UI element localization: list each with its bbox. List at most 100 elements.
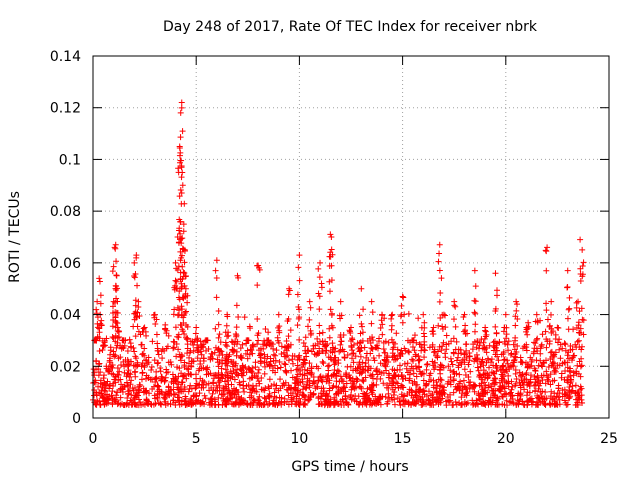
roti-point bbox=[144, 400, 151, 407]
roti-point bbox=[310, 342, 317, 349]
x-tick-label: 15 bbox=[394, 431, 412, 447]
roti-point bbox=[558, 374, 565, 381]
roti-point bbox=[543, 395, 550, 402]
roti-point bbox=[124, 362, 131, 369]
roti-point bbox=[543, 300, 550, 307]
roti-point bbox=[187, 362, 194, 369]
roti-point bbox=[508, 350, 515, 357]
roti-point bbox=[131, 401, 138, 408]
roti-point bbox=[222, 366, 229, 373]
roti-point bbox=[249, 342, 256, 349]
roti-point bbox=[523, 328, 530, 335]
roti-peak-point bbox=[436, 241, 443, 248]
chart-title: Day 248 of 2017, Rate Of TEC Index for r… bbox=[163, 19, 538, 35]
roti-point bbox=[466, 353, 473, 360]
roti-point bbox=[178, 351, 185, 358]
roti-point bbox=[363, 401, 370, 408]
roti-point bbox=[476, 339, 483, 346]
roti-point bbox=[211, 401, 218, 408]
roti-point bbox=[235, 314, 242, 321]
roti-point bbox=[254, 375, 261, 382]
roti-point bbox=[452, 303, 459, 310]
roti-point bbox=[412, 351, 419, 358]
roti-point bbox=[132, 401, 139, 408]
roti-point bbox=[378, 317, 385, 324]
roti-point bbox=[449, 402, 456, 409]
roti-point bbox=[542, 328, 549, 335]
roti-point bbox=[326, 362, 333, 369]
roti-point bbox=[128, 377, 135, 384]
roti-point bbox=[288, 384, 295, 391]
roti-point bbox=[106, 393, 113, 400]
roti-point bbox=[383, 354, 390, 361]
roti-point bbox=[423, 392, 430, 399]
roti-point bbox=[346, 375, 353, 382]
roti-point bbox=[179, 169, 186, 176]
roti-point bbox=[420, 400, 427, 407]
roti-point bbox=[535, 378, 542, 385]
roti-peak-point bbox=[564, 267, 571, 274]
roti-point bbox=[509, 399, 516, 406]
roti-point bbox=[471, 338, 478, 345]
roti-point bbox=[240, 369, 247, 376]
roti-point bbox=[109, 388, 116, 395]
roti-point bbox=[183, 336, 190, 343]
roti-point bbox=[91, 372, 98, 379]
roti-point bbox=[308, 371, 315, 378]
roti-point bbox=[248, 385, 255, 392]
roti-point bbox=[573, 401, 580, 408]
y-tick-label: 0 bbox=[72, 411, 81, 427]
roti-point bbox=[499, 363, 506, 370]
roti-point bbox=[177, 134, 184, 141]
roti-point bbox=[263, 342, 270, 349]
roti-peak-point bbox=[327, 231, 334, 238]
roti-point bbox=[311, 379, 318, 386]
roti-point bbox=[241, 314, 248, 321]
roti-peak-point bbox=[348, 324, 354, 331]
roti-point bbox=[315, 265, 322, 272]
roti-point bbox=[140, 328, 147, 335]
roti-point bbox=[314, 335, 321, 342]
roti-point bbox=[205, 346, 212, 353]
roti-point bbox=[421, 347, 428, 354]
roti-point bbox=[478, 374, 485, 381]
roti-point bbox=[327, 253, 334, 260]
roti-point bbox=[410, 357, 417, 364]
roti-point bbox=[234, 366, 241, 373]
roti-point bbox=[381, 357, 388, 364]
roti-point bbox=[409, 380, 416, 387]
roti-point bbox=[181, 398, 188, 405]
roti-point bbox=[507, 351, 514, 358]
roti-point bbox=[319, 348, 326, 355]
roti-point bbox=[342, 372, 349, 379]
roti-point bbox=[131, 274, 138, 281]
roti-point bbox=[384, 400, 391, 407]
roti-point bbox=[377, 375, 384, 382]
roti-point bbox=[316, 330, 323, 337]
roti-point bbox=[138, 376, 145, 383]
roti-point bbox=[102, 396, 109, 403]
roti-point bbox=[380, 369, 387, 376]
roti-point bbox=[501, 338, 508, 345]
roti-point bbox=[482, 328, 489, 335]
roti-point bbox=[239, 362, 246, 369]
roti-point bbox=[132, 333, 139, 340]
roti-point bbox=[247, 389, 254, 396]
roti-point bbox=[433, 352, 440, 359]
roti-point bbox=[438, 377, 445, 384]
roti-point bbox=[543, 336, 550, 343]
roti-point bbox=[190, 358, 197, 365]
roti-point bbox=[244, 347, 251, 354]
roti-point bbox=[526, 382, 533, 389]
roti-point bbox=[146, 390, 153, 397]
roti-point bbox=[192, 398, 199, 405]
roti-point bbox=[391, 401, 398, 408]
roti-point bbox=[305, 394, 312, 401]
roti-point bbox=[423, 380, 430, 387]
roti-point bbox=[243, 400, 250, 407]
roti-point bbox=[325, 399, 332, 406]
roti-point bbox=[140, 389, 147, 396]
roti-point bbox=[357, 399, 364, 406]
roti-point bbox=[461, 351, 468, 358]
roti-point bbox=[331, 367, 338, 374]
